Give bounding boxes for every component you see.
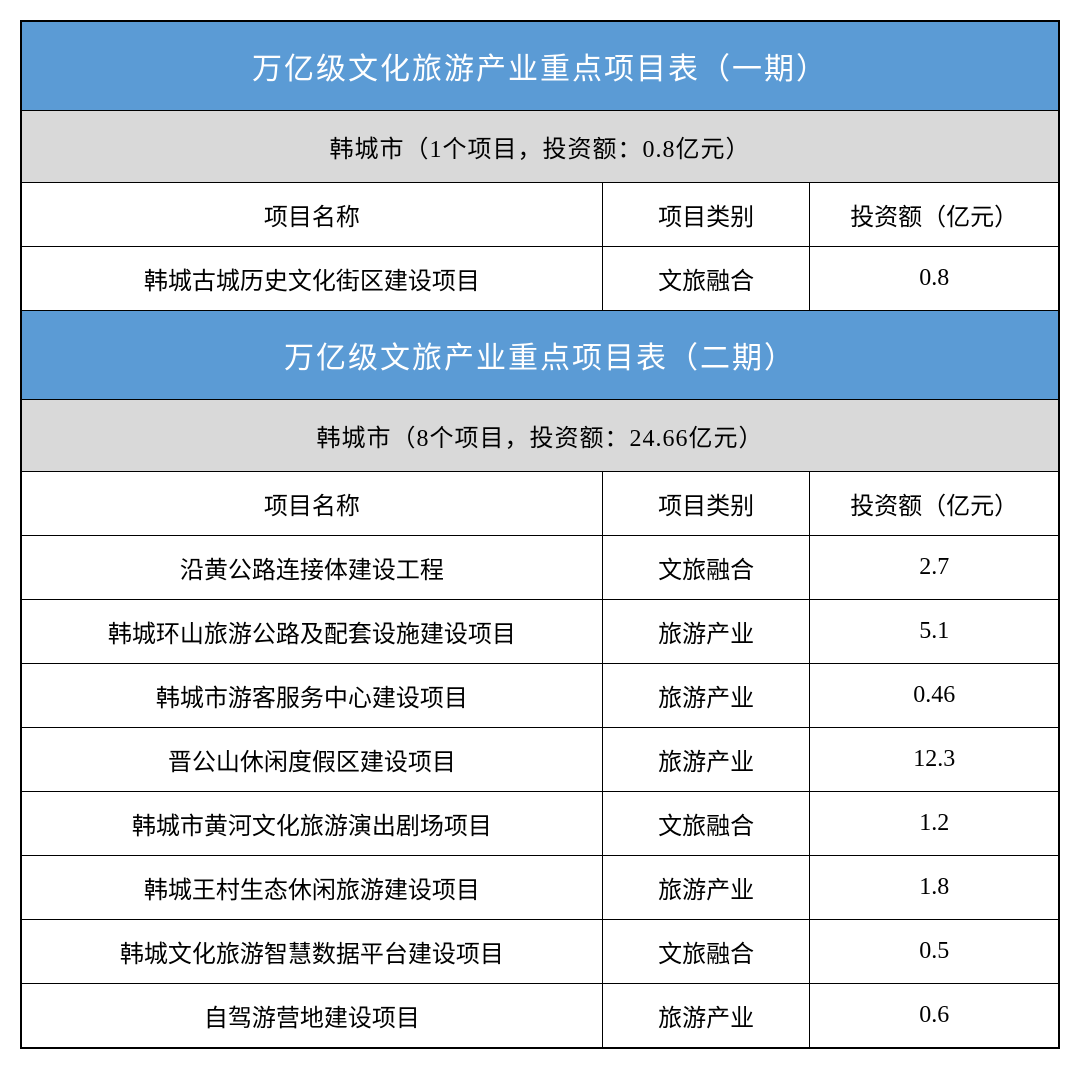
column-header-category: 项目类别 <box>602 183 810 247</box>
section-title: 万亿级文旅产业重点项目表（二期） <box>21 311 1059 400</box>
project-name: 韩城市游客服务中心建设项目 <box>21 664 602 728</box>
project-category: 旅游产业 <box>602 984 810 1049</box>
section-title: 万亿级文化旅游产业重点项目表（一期） <box>21 21 1059 111</box>
project-investment: 0.8 <box>810 247 1059 311</box>
project-investment: 0.5 <box>810 920 1059 984</box>
column-header-row: 项目名称 项目类别 投资额（亿元） <box>21 183 1059 247</box>
project-name: 自驾游营地建设项目 <box>21 984 602 1049</box>
projects-table: 万亿级文化旅游产业重点项目表（一期） 韩城市（1个项目，投资额：0.8亿元） 项… <box>20 20 1060 1049</box>
column-header-investment: 投资额（亿元） <box>810 183 1059 247</box>
table-row: 晋公山休闲度假区建设项目 旅游产业 12.3 <box>21 728 1059 792</box>
project-category: 文旅融合 <box>602 247 810 311</box>
project-investment: 5.1 <box>810 600 1059 664</box>
table-row: 韩城文化旅游智慧数据平台建设项目 文旅融合 0.5 <box>21 920 1059 984</box>
project-investment: 2.7 <box>810 536 1059 600</box>
project-category: 文旅融合 <box>602 536 810 600</box>
table-row: 韩城市黄河文化旅游演出剧场项目 文旅融合 1.2 <box>21 792 1059 856</box>
project-category: 文旅融合 <box>602 920 810 984</box>
project-name: 韩城古城历史文化街区建设项目 <box>21 247 602 311</box>
table-row: 沿黄公路连接体建设工程 文旅融合 2.7 <box>21 536 1059 600</box>
project-category: 文旅融合 <box>602 792 810 856</box>
section-title-row: 万亿级文旅产业重点项目表（二期） <box>21 311 1059 400</box>
project-investment: 1.2 <box>810 792 1059 856</box>
project-investment: 12.3 <box>810 728 1059 792</box>
section-subtitle-row: 韩城市（8个项目，投资额：24.66亿元） <box>21 400 1059 472</box>
section-subtitle: 韩城市（8个项目，投资额：24.66亿元） <box>21 400 1059 472</box>
column-header-row: 项目名称 项目类别 投资额（亿元） <box>21 472 1059 536</box>
project-name: 韩城王村生态休闲旅游建设项目 <box>21 856 602 920</box>
project-category: 旅游产业 <box>602 600 810 664</box>
column-header-name: 项目名称 <box>21 183 602 247</box>
table-row: 韩城古城历史文化街区建设项目 文旅融合 0.8 <box>21 247 1059 311</box>
table-row: 韩城王村生态休闲旅游建设项目 旅游产业 1.8 <box>21 856 1059 920</box>
table-row: 韩城环山旅游公路及配套设施建设项目 旅游产业 5.1 <box>21 600 1059 664</box>
column-header-category: 项目类别 <box>602 472 810 536</box>
section-subtitle: 韩城市（1个项目，投资额：0.8亿元） <box>21 111 1059 183</box>
column-header-name: 项目名称 <box>21 472 602 536</box>
project-category: 旅游产业 <box>602 728 810 792</box>
project-name: 韩城环山旅游公路及配套设施建设项目 <box>21 600 602 664</box>
section-title-row: 万亿级文化旅游产业重点项目表（一期） <box>21 21 1059 111</box>
table-body: 万亿级文化旅游产业重点项目表（一期） 韩城市（1个项目，投资额：0.8亿元） 项… <box>21 21 1059 1048</box>
project-investment: 0.46 <box>810 664 1059 728</box>
project-category: 旅游产业 <box>602 664 810 728</box>
project-investment: 1.8 <box>810 856 1059 920</box>
project-investment: 0.6 <box>810 984 1059 1049</box>
project-name: 韩城文化旅游智慧数据平台建设项目 <box>21 920 602 984</box>
project-name: 晋公山休闲度假区建设项目 <box>21 728 602 792</box>
table-row: 韩城市游客服务中心建设项目 旅游产业 0.46 <box>21 664 1059 728</box>
section-subtitle-row: 韩城市（1个项目，投资额：0.8亿元） <box>21 111 1059 183</box>
project-category: 旅游产业 <box>602 856 810 920</box>
column-header-investment: 投资额（亿元） <box>810 472 1059 536</box>
table-row: 自驾游营地建设项目 旅游产业 0.6 <box>21 984 1059 1049</box>
project-name: 沿黄公路连接体建设工程 <box>21 536 602 600</box>
project-name: 韩城市黄河文化旅游演出剧场项目 <box>21 792 602 856</box>
